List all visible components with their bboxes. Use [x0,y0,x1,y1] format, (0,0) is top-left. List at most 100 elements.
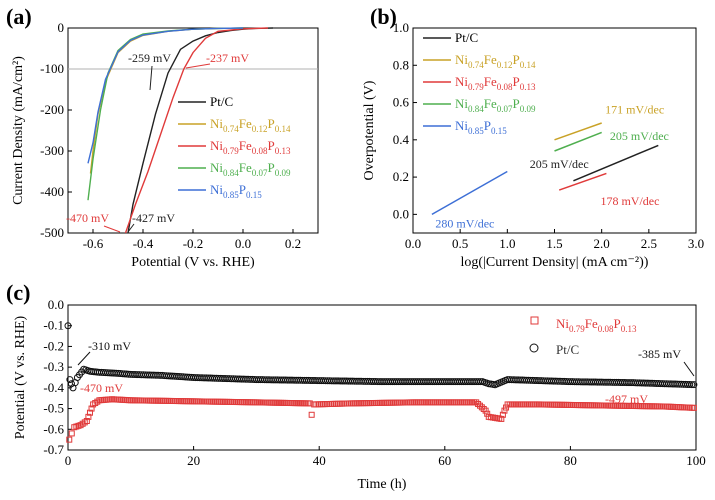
legend-entry: Ni0.85P0.15 [455,118,507,136]
x-tick-label: 0 [65,453,72,468]
annotation: -259 mV [128,51,171,65]
y-tick-label: -0.5 [43,401,64,416]
y-tick-label: 0 [58,20,65,35]
x-tick-label: 1.0 [499,236,515,251]
annotation-arrow [149,65,153,91]
series-line [554,122,602,141]
x-tick-label: -0.6 [83,236,104,251]
legend-entry: Ni0.74Fe0.12P0.14 [455,52,536,70]
y-tick-label: -200 [40,102,64,117]
annotation: 171 mV/dec [605,103,664,117]
y-tick-label: -0.6 [43,421,64,436]
x-tick-label: 40 [313,453,326,468]
x-tick-label: 0.0 [405,236,421,251]
annotation-arrow [103,225,121,233]
y-tick-label: -0.7 [43,442,64,457]
data-point [690,381,698,389]
legend-entry: Ni0.84Fe0.07P0.09 [210,160,291,178]
series-line [431,170,508,216]
x-tick-label: 1.5 [546,236,562,251]
y-tick-label: 0.0 [48,297,64,312]
x-axis-label: log(|Current Density| (mA cm⁻²)) [461,255,649,270]
annotation: -310 mV [88,339,131,353]
y-tick-label: 1.0 [393,20,409,35]
y-tick-label: -0.3 [43,359,64,374]
panel-label: (c) [6,280,30,305]
y-axis-label: Overpotential (V) [362,80,377,180]
y-tick-label: -500 [40,225,64,240]
legend-swatch [530,316,539,325]
data-point [482,407,489,414]
annotation-arrow [127,223,135,233]
data-point [66,436,73,443]
data-point [498,415,505,422]
annotation-arrow [77,351,91,366]
x-tick-label: 0.2 [285,236,301,251]
data-point [475,401,482,408]
panel-a-current-density-plot: -0.6 -0.4 -0.2 0.0 0.2 0 -100 -200 -300 -400 -500 P… [6,4,319,270]
x-tick-label: -0.2 [183,236,204,251]
y-axis-label: Current Density (mA/cm²) [11,56,26,205]
annotation-arrow [683,361,695,377]
y-tick-label: -100 [40,61,64,76]
panel-b-tafel-plot: 0.0 0.5 1.0 1.5 2.0 2.5 3.0 0.0 0.2 0.4 0.6 0.8 1.0 l… [362,4,704,270]
data-point [503,404,510,411]
y-tick-label: 0.4 [393,132,410,147]
data-point [478,404,485,411]
y-tick-label: 0.0 [393,206,409,221]
legend-entry: Ni0.85P0.15 [210,182,262,200]
data-point [690,404,697,411]
legend-entry: Pt/C [210,94,233,109]
series-line [124,27,269,234]
data-point [501,407,508,414]
legend-entry: Pt/C [556,342,579,357]
series-line [558,172,607,191]
data-point [68,430,75,437]
data-point [85,413,92,420]
y-tick-label: -300 [40,143,64,158]
data-point [306,400,313,407]
data-point [484,410,491,417]
legend-entry: Pt/C [455,30,478,45]
y-axis-label: Potential (V vs. RHE) [13,315,28,439]
legend-entry: Ni0.79Fe0.08P0.13 [455,74,536,92]
panel-c-stability-plot: 0 20 40 60 80 100 0.0 -0.1 -0.2 -0.3 -0.4 -0.5 -0.6 -… [6,280,706,492]
x-tick-label: 80 [564,453,577,468]
annotation: 178 mV/dec [600,194,659,208]
panel-label: (a) [6,4,32,29]
x-tick-label: -0.4 [133,236,154,251]
annotation: -237 mV [206,51,249,65]
x-tick-label: 60 [438,453,451,468]
data-point [476,402,483,409]
data-point [476,378,484,386]
y-tick-label: -400 [40,184,64,199]
y-tick-label: -0.4 [43,380,64,395]
data-point [64,322,72,330]
series-line [554,131,602,152]
x-tick-label: 0.5 [452,236,468,251]
series-line [573,144,659,182]
y-tick-label: 0.6 [393,95,410,110]
x-axis-label: Potential (V vs. RHE) [131,255,255,270]
data-point [83,418,90,424]
series-line [87,27,244,164]
legend-swatch [529,343,539,353]
legend-entry: Ni0.79Fe0.08P0.13 [210,138,291,156]
panel-label: (b) [370,4,397,29]
legend-entry: Ni0.74Fe0.12P0.14 [210,116,291,134]
data-point [688,381,696,389]
y-tick-label: 0.2 [393,169,409,184]
y-tick-label: -0.1 [43,318,64,333]
annotation: -470 mV [80,381,123,395]
data-point [67,380,75,388]
x-tick-label: 20 [187,453,200,468]
data-point [686,381,694,389]
data-point [86,409,93,416]
x-tick-label: 100 [686,453,706,468]
annotation: -427 mV [132,211,175,225]
x-axis-label: Time (h) [358,477,407,492]
x-tick-label: 3.0 [688,236,704,251]
data-point [499,411,506,418]
annotation-arrow [185,63,211,69]
